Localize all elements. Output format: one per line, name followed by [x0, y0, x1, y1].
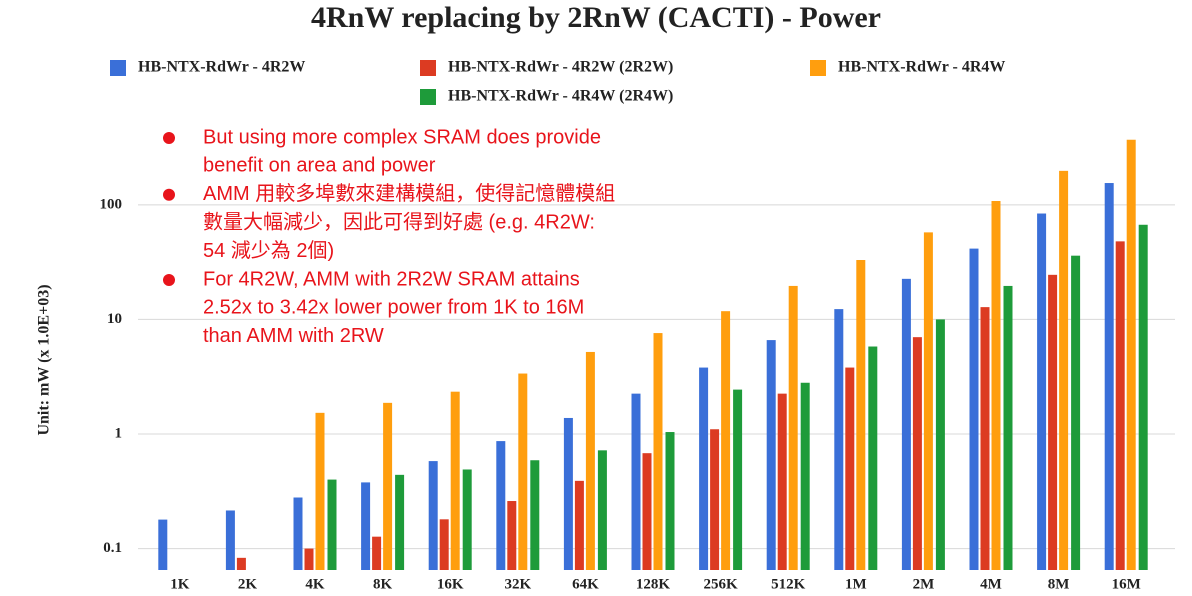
- bar: [653, 333, 663, 570]
- legend-swatch: [420, 89, 436, 105]
- bar: [699, 367, 709, 570]
- bar: [1126, 139, 1136, 571]
- y-tick-label: 0.1: [103, 540, 122, 556]
- bar: [856, 260, 866, 570]
- bar: [1138, 224, 1148, 571]
- bar: [450, 391, 460, 570]
- bar: [969, 248, 979, 571]
- bar: [574, 480, 584, 570]
- bar: [721, 311, 731, 570]
- x-tick-label: 32K: [504, 576, 531, 592]
- bar: [845, 367, 855, 570]
- annotation-text: For 4R2W, AMM with 2R2W SRAM attains: [203, 268, 580, 290]
- y-tick-label: 10: [107, 311, 122, 327]
- bar: [304, 548, 314, 570]
- x-tick-label: 4M: [980, 576, 1002, 592]
- bar: [293, 497, 303, 570]
- bar: [631, 393, 641, 570]
- bar: [428, 461, 438, 570]
- x-tick-label: 1K: [170, 576, 190, 592]
- x-tick-label: 1M: [845, 576, 867, 592]
- bar: [1071, 255, 1081, 571]
- x-tick-label: 8M: [1048, 576, 1070, 592]
- bar: [462, 469, 472, 570]
- y-tick-label: 1: [115, 425, 123, 441]
- bar: [777, 393, 787, 570]
- legend-swatch: [110, 60, 126, 76]
- legend-label: HB-NTX-RdWr - 4R2W (2R2W): [448, 59, 673, 76]
- bar: [496, 441, 506, 570]
- bar: [766, 340, 776, 570]
- annotation-text: 2.52x to 3.42x lower power from 1K to 16…: [203, 297, 584, 319]
- x-tick-label: 128K: [636, 576, 671, 592]
- x-tick-label: 16M: [1112, 576, 1141, 592]
- x-tick-label: 512K: [771, 576, 806, 592]
- bar: [912, 337, 922, 570]
- legend-label: HB-NTX-RdWr - 4R4W (2R4W): [448, 88, 673, 105]
- bar: [901, 278, 911, 570]
- bar: [585, 351, 595, 570]
- annotation-text: 54 減少為 2個): [203, 239, 334, 262]
- annotation-text: AMM 用較多埠數來建構模組，使得記憶體模組: [203, 182, 615, 205]
- bar: [1037, 213, 1047, 570]
- bar: [383, 402, 393, 570]
- bar: [327, 479, 337, 570]
- legend-swatch: [810, 60, 826, 76]
- bar: [834, 309, 844, 570]
- x-tick-label: 2M: [913, 576, 935, 592]
- bar: [868, 346, 878, 570]
- bar: [597, 450, 607, 570]
- x-tick-label: 16K: [437, 576, 464, 592]
- bar: [642, 453, 652, 570]
- bar: [563, 417, 573, 570]
- bar: [923, 232, 933, 570]
- annotation-text: But using more complex SRAM does provide: [203, 126, 601, 148]
- bar: [1104, 183, 1114, 570]
- y-axis-label: Unit: mW (x 1.0E+03): [36, 284, 53, 435]
- x-tick-label: 4K: [305, 576, 325, 592]
- bar: [372, 536, 382, 570]
- bar: [315, 412, 325, 570]
- bar: [225, 510, 235, 570]
- chart-title: 4RnW replacing by 2RnW (CACTI) - Power: [311, 1, 881, 34]
- bar: [1115, 241, 1125, 570]
- bar: [395, 474, 405, 570]
- bar: [991, 201, 1001, 570]
- bar: [158, 519, 168, 570]
- legend-label: HB-NTX-RdWr - 4R4W: [838, 59, 1005, 76]
- bar: [507, 501, 517, 570]
- bar: [361, 482, 371, 570]
- annotation-text: 數量大幅減少，因此可得到好處 (e.g. 4R2W:: [203, 210, 595, 233]
- annotation-text: benefit on area and power: [203, 155, 436, 177]
- bullet: [163, 274, 175, 286]
- bar: [1059, 170, 1069, 570]
- bar: [733, 389, 743, 570]
- bar: [439, 519, 449, 570]
- x-tick-label: 64K: [572, 576, 599, 592]
- bullet: [163, 132, 175, 144]
- bar: [518, 373, 528, 570]
- bar: [800, 382, 810, 570]
- bar: [665, 432, 675, 570]
- bar: [980, 307, 990, 570]
- bar: [1003, 285, 1013, 570]
- x-tick-label: 8K: [373, 576, 393, 592]
- bar: [236, 557, 246, 570]
- bullet: [163, 188, 175, 201]
- bar: [935, 319, 945, 570]
- legend-swatch: [420, 60, 436, 76]
- y-tick-label: 100: [100, 196, 123, 212]
- bar: [530, 460, 540, 570]
- bar: [710, 429, 720, 570]
- x-tick-label: 2K: [238, 576, 258, 592]
- annotation-text: than AMM with 2RW: [203, 325, 384, 347]
- legend-label: HB-NTX-RdWr - 4R2W: [138, 59, 305, 76]
- bar: [788, 285, 798, 570]
- bar: [1048, 274, 1058, 570]
- x-tick-label: 256K: [704, 576, 739, 592]
